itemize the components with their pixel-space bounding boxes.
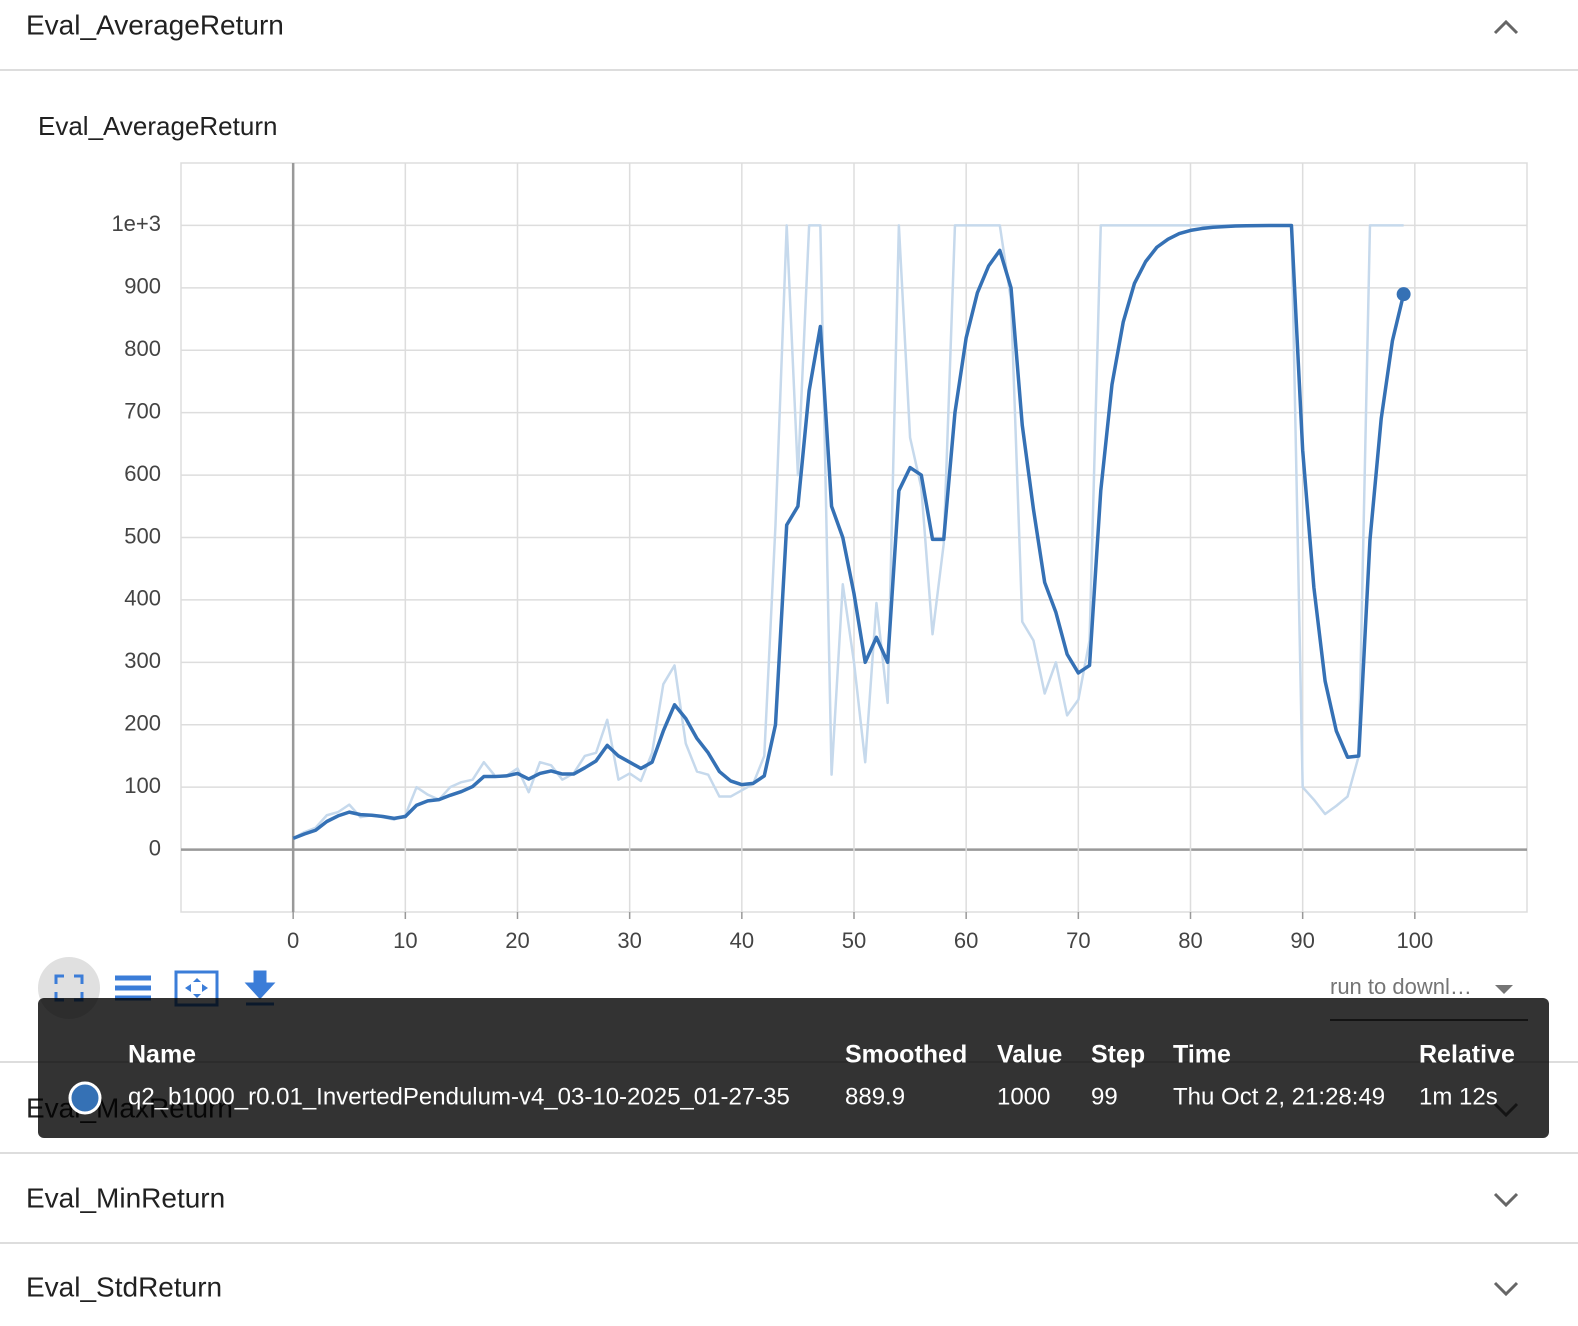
tooltip-header: Time xyxy=(1173,1041,1231,1069)
section-title[interactable]: Eval_StdReturn xyxy=(26,1271,222,1302)
run-swatch xyxy=(68,1081,102,1115)
x-tick-label: 30 xyxy=(617,928,641,953)
section-title[interactable]: Eval_AverageReturn xyxy=(26,9,284,40)
expand-icon[interactable] xyxy=(1493,1281,1519,1297)
expand-icon[interactable] xyxy=(1493,1192,1519,1208)
tooltip-header: Value xyxy=(997,1041,1062,1069)
y-tick-label: 1e+3 xyxy=(111,211,161,236)
x-tick-label: 10 xyxy=(393,928,417,953)
y-tick-label: 900 xyxy=(124,274,161,299)
dropdown-arrow[interactable] xyxy=(1495,985,1513,994)
x-tick-label: 100 xyxy=(1396,928,1433,953)
run-selector[interactable]: run to downl… xyxy=(1330,974,1472,999)
y-tick-label: 600 xyxy=(124,461,161,486)
tooltip-cell: q2_b1000_r0.01_InvertedPendulum-v4_03-10… xyxy=(128,1083,790,1110)
tooltip-header: Step xyxy=(1091,1041,1145,1069)
tooltip-header: Smoothed xyxy=(845,1041,967,1069)
x-tick-label: 50 xyxy=(842,928,866,953)
x-tick-label: 20 xyxy=(505,928,529,953)
x-tick-label: 70 xyxy=(1066,928,1090,953)
tooltip-cell: 1m 12s xyxy=(1419,1083,1498,1110)
hover-point xyxy=(1396,287,1411,302)
tooltip-cell: 889.9 xyxy=(845,1083,905,1110)
collapse-icon[interactable] xyxy=(1493,19,1519,35)
x-tick-label: 80 xyxy=(1178,928,1202,953)
x-tick-label: 40 xyxy=(730,928,754,953)
fit-domain-arrows xyxy=(185,978,208,998)
tooltip-header: Relative xyxy=(1419,1041,1515,1069)
y-tick-label: 0 xyxy=(149,835,161,860)
y-tick-label: 800 xyxy=(124,336,161,361)
x-tick-label: 60 xyxy=(954,928,978,953)
fullscreen-button[interactable] xyxy=(54,974,84,1002)
chart-title: Eval_AverageReturn xyxy=(38,111,277,141)
chart: 0 100 200 300 400 500 600 700 800 900 1e+3 0 10 20 30 4… xyxy=(111,162,1528,953)
tooltip-header: Name xyxy=(128,1041,196,1069)
tooltip-cell: Thu Oct 2, 21:28:49 xyxy=(1173,1083,1385,1110)
tooltip-cell: 1000 xyxy=(997,1083,1050,1110)
x-tick-label: 0 xyxy=(287,928,299,953)
x-tick-label: 90 xyxy=(1290,928,1314,953)
smoothed-line xyxy=(292,223,1406,840)
y-tick-label: 100 xyxy=(124,773,161,798)
y-tick-label: 400 xyxy=(124,586,161,611)
tooltip xyxy=(38,998,1549,1138)
tooltip-cell: 99 xyxy=(1091,1083,1118,1110)
y-tick-label: 500 xyxy=(124,523,161,548)
section-title[interactable]: Eval_MinReturn xyxy=(26,1182,225,1213)
y-tick-label: 200 xyxy=(124,711,161,736)
y-tick-label: 700 xyxy=(124,398,161,423)
y-tick-label: 300 xyxy=(124,648,161,673)
